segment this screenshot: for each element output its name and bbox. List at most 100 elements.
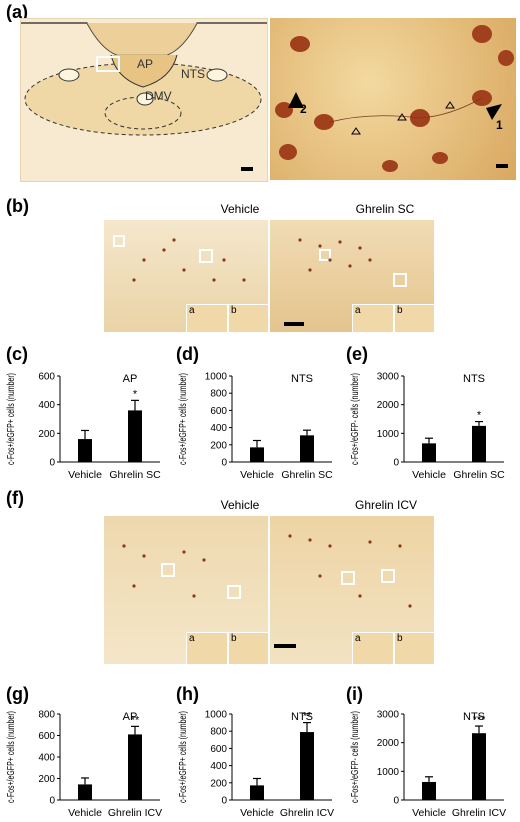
y-tick-label: 0 [49,796,55,807]
panel-label-h: (h) [176,684,199,704]
inset-a-image: a [186,304,228,332]
bar [472,425,486,462]
neuron-cells [275,25,514,172]
y-tick-label: 800 [38,710,55,721]
x-tick-label: Vehicle [68,469,102,481]
chart-title: NTS [463,711,485,723]
scale-bar [241,167,253,171]
panel-label-g: (g) [6,684,29,704]
inset-a-image: a [352,304,394,332]
y-tick-label: 1000 [205,372,228,383]
bar [78,439,92,462]
region-label-nts: NTS [181,67,205,81]
ghrelin-sc-section: a b [270,220,434,332]
inset-b-image: b [228,304,268,332]
bar [300,435,314,462]
y-tick-label: 2000 [377,738,400,749]
scale-bar [274,644,296,648]
inset-b-image: b [228,632,268,664]
scale-bar [284,322,304,326]
y-tick-label: 0 [393,796,399,807]
scale-bar [496,164,508,168]
b-title-vehicle: Vehicle [220,202,260,216]
inset-label: a [189,633,195,644]
inset-label: b [231,305,237,316]
y-axis-label: c-Fos+/eGFP+ cells (number) [178,373,189,465]
y-tick-label: 2000 [377,400,400,411]
inset-label: b [397,305,403,316]
y-tick-label: 600 [210,406,227,417]
x-tick-label: Vehicle [240,807,274,819]
brainstem-section-image: AP NTS DMV [20,18,268,182]
arrow-icon-2 [288,92,304,108]
bar [78,784,92,800]
arrow-label-1: 1 [496,118,503,132]
arrow-label-2: 2 [300,102,307,116]
stained-nuclei [284,238,407,326]
bar-chart-g: 0 200 400 600 800 c-Fos+/eGFP+ cells (number)… [6,710,162,820]
y-tick-label: 3000 [377,372,400,383]
bar-chart-i: 0 1000 2000 3000 c-Fos+/eGFP- cells (number)… [350,710,506,820]
y-axis-label: c-Fos+/eGFP- cells (number) [350,373,361,465]
panel-label-i: (i) [346,684,363,704]
stained-nuclei [113,235,246,282]
significance-label: * [133,388,138,400]
panel-label-c: (c) [6,344,28,364]
y-tick-label: 400 [38,753,55,764]
y-tick-label: 1000 [377,429,400,440]
bar-chart-c: 0 200 400 600 c-Fos+/eGFP+ cells (number) AP V… [6,372,161,482]
chart-title: NTS [463,373,485,385]
bar-chart-h: 0 200 400 600 800 1000 c-Fos+/eGFP+ cells (num… [178,710,334,820]
significance-label: *** [473,714,487,726]
ap-micrograph: 2 1 [270,18,516,180]
y-tick-label: 200 [210,778,227,789]
y-tick-label: 1000 [205,710,228,721]
arrow-icon-1 [486,104,502,120]
bar [128,734,142,800]
x-tick-label: Vehicle [412,807,446,819]
bar-chart-e: 0 1000 2000 3000 c-Fos+/eGFP- cells (number)… [350,372,505,482]
x-tick-label: Ghrelin SC [453,469,505,481]
y-tick-label: 400 [38,400,55,411]
chart-title: NTS [291,711,313,723]
bar [250,785,264,800]
bar [472,733,486,800]
bar-chart-d: 0 200 400 600 800 1000 c-Fos+/eGFP+ cells (num… [178,372,333,482]
inset-label: a [355,305,361,316]
stained-nuclei [122,544,241,599]
x-tick-label: Ghrelin SC [281,469,333,481]
y-tick-label: 200 [210,440,227,451]
inset-a-image: a [186,632,228,664]
chart-title: AP [123,711,138,723]
y-tick-label: 0 [221,796,227,807]
y-tick-label: 800 [210,389,227,400]
y-tick-label: 600 [38,372,55,383]
inset-label: b [397,633,403,644]
stained-nuclei [274,534,412,648]
y-tick-label: 200 [38,774,55,785]
brainstem-section-outline [21,22,267,171]
y-tick-label: 0 [49,458,55,469]
y-tick-label: 400 [210,761,227,772]
y-tick-label: 0 [393,458,399,469]
vehicle-section-icv: a b [104,516,268,664]
ghrelin-icv-section: a b [270,516,434,664]
y-tick-label: 800 [210,727,227,738]
panel-label-d: (d) [176,344,199,364]
bar [250,447,264,462]
y-axis-label: c-Fos+/eGFP+ cells (number) [6,373,17,465]
y-tick-label: 400 [210,423,227,434]
inset-box [96,56,120,72]
bar [300,732,314,800]
bar [422,443,436,462]
significance-label: ** [131,714,140,726]
f-title-vehicle: Vehicle [220,498,260,512]
inset-b-image: b [394,632,434,664]
inset-label: a [355,633,361,644]
x-tick-label: Ghrelin ICV [108,807,162,819]
panel-label-f: (f) [6,488,24,508]
inset-label: a [189,305,195,316]
region-label-ap: AP [137,57,154,71]
panel-label-a: (a) [6,2,28,22]
y-tick-label: 600 [210,744,227,755]
